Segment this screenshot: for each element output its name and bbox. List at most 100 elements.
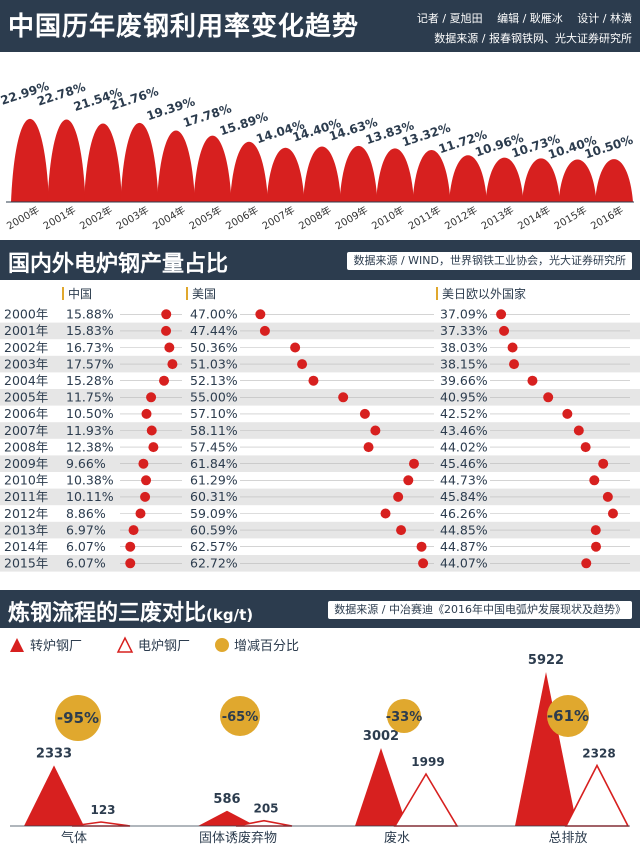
hump-year-1: 2001年 — [41, 203, 78, 232]
category-label-0: 气体 — [61, 830, 87, 846]
row-year-10: 2010年 — [4, 473, 48, 488]
cell-value-1-10: 61.29% — [190, 473, 238, 488]
cell-value-2-14: 44.87% — [440, 539, 488, 554]
row-year-14: 2014年 — [4, 539, 48, 554]
hump-year-3: 2003年 — [114, 203, 151, 232]
chart3-waste-compare: 转炉钢厂 电炉钢厂 增减百分比 2333 123 -95% 气体 586 205 -65% 固体诱废… — [10, 636, 630, 846]
row-year-15: 2015年 — [4, 556, 48, 571]
hump-5 — [193, 135, 232, 202]
hump-12 — [449, 155, 487, 202]
bof-value-2: 3002 — [363, 729, 399, 744]
dot-2-7 — [573, 425, 584, 436]
dot-0-4 — [159, 375, 170, 386]
cell-value-1-14: 62.57% — [190, 539, 238, 554]
hump-15 — [558, 159, 597, 202]
cell-value-2-8: 44.02% — [440, 439, 488, 454]
cell-value-0-13: 6.97% — [66, 522, 106, 537]
dot-2-12 — [607, 508, 618, 519]
bof-triangle-3 — [515, 672, 577, 826]
section1-credits: 记者 / 夏旭田 编辑 / 耿雁冰 设计 / 林潢 — [416, 12, 632, 25]
dot-1-2 — [290, 342, 301, 353]
dot-2-1 — [499, 325, 510, 336]
cell-value-1-2: 50.36% — [190, 340, 238, 355]
cell-value-0-7: 11.93% — [66, 423, 114, 438]
cell-value-2-15: 44.07% — [440, 556, 488, 571]
section3-header: 炼钢流程的三废对比(kg/t) 数据来源 / 中冶赛迪《2016年中国电弧炉发展… — [0, 590, 640, 628]
hump-8 — [303, 146, 341, 202]
row-year-6: 2006年 — [4, 406, 48, 421]
change-circle-0 — [55, 695, 101, 741]
hump-year-10: 2010年 — [369, 203, 406, 232]
hump-4 — [157, 130, 195, 202]
eaf-triangle-2 — [393, 772, 459, 827]
hump-1 — [47, 119, 86, 202]
series-header-bar-0 — [62, 287, 64, 300]
cell-value-1-11: 60.31% — [190, 489, 238, 504]
hump-year-11: 2011年 — [406, 203, 443, 232]
chart1-area: 22.99%2000年22.78%2001年21.54%2002年21.76%2… — [0, 79, 635, 232]
change-label-0: -95% — [57, 709, 99, 727]
cell-value-2-11: 45.84% — [440, 489, 488, 504]
eaf-value-1: 205 — [253, 802, 278, 816]
cell-value-0-5: 11.75% — [66, 390, 114, 405]
change-circle-3 — [547, 695, 589, 737]
cell-value-1-1: 47.44% — [190, 323, 238, 338]
dot-0-2 — [164, 342, 175, 353]
dot-1-15 — [418, 558, 429, 569]
cell-value-0-14: 6.07% — [66, 539, 106, 554]
cell-value-2-0: 37.09% — [440, 307, 488, 322]
cell-value-0-11: 10.11% — [66, 489, 114, 504]
hump-7 — [266, 147, 305, 202]
cell-value-1-0: 47.00% — [190, 307, 238, 322]
cell-value-2-10: 44.73% — [440, 473, 488, 488]
section3-source: 数据来源 / 中冶赛迪《2016年中国电弧炉发展现状及趋势》 — [328, 601, 632, 619]
dot-0-14 — [125, 541, 136, 552]
dot-2-14 — [591, 541, 602, 552]
cell-value-1-8: 57.45% — [190, 439, 238, 454]
row-year-3: 2003年 — [4, 356, 48, 371]
dot-0-13 — [128, 525, 139, 536]
dot-1-14 — [416, 541, 427, 552]
dot-2-3 — [509, 359, 520, 370]
dot-0-11 — [140, 491, 151, 502]
eaf-value-3: 2328 — [582, 746, 615, 760]
cell-value-0-15: 6.07% — [66, 556, 106, 571]
dot-2-6 — [562, 408, 573, 419]
section1-title: 中国历年废钢利用率变化趋势 — [8, 12, 360, 42]
cell-value-1-7: 58.11% — [190, 423, 238, 438]
eaf-value-2: 1999 — [411, 755, 444, 769]
dot-1-10 — [403, 475, 414, 486]
dot-2-2 — [507, 342, 518, 353]
eaf-value-0: 123 — [90, 803, 115, 817]
dot-1-8 — [363, 442, 374, 453]
dot-1-1 — [259, 325, 270, 336]
dot-1-6 — [359, 408, 370, 419]
dot-0-12 — [135, 508, 146, 519]
row-year-2: 2002年 — [4, 340, 48, 355]
dot-1-9 — [408, 458, 419, 469]
row-year-9: 2009年 — [4, 456, 48, 471]
section2-title: 国内外电炉钢产量占比 — [8, 252, 229, 277]
cell-value-2-9: 45.46% — [440, 456, 488, 471]
hump-year-15: 2015年 — [552, 203, 589, 232]
hump-year-6: 2006年 — [223, 203, 260, 232]
hump-year-9: 2009年 — [333, 203, 370, 232]
dot-2-8 — [580, 442, 591, 453]
cell-value-2-2: 38.03% — [440, 340, 488, 355]
hump-year-4: 2004年 — [150, 203, 187, 232]
section2-source: 数据来源 / WIND，世界钢铁工业协会，光大证券研究所 — [347, 252, 632, 270]
change-circle-2 — [387, 699, 421, 733]
category-label-3: 总排放 — [548, 831, 587, 846]
bof-triangle-0 — [24, 765, 84, 826]
cell-value-1-12: 59.09% — [190, 506, 238, 521]
legend-bof-label: 转炉钢厂 — [30, 639, 82, 654]
cell-value-2-3: 38.15% — [440, 356, 488, 371]
cell-value-2-12: 46.26% — [440, 506, 488, 521]
hump-year-2: 2002年 — [77, 203, 114, 232]
dot-1-5 — [338, 392, 349, 403]
legend-change-icon — [215, 638, 229, 652]
series-header-1: 美国 — [192, 287, 216, 301]
dot-0-5 — [146, 392, 157, 403]
legend-eaf-label: 电炉钢厂 — [138, 639, 190, 654]
dot-2-0 — [496, 309, 507, 320]
